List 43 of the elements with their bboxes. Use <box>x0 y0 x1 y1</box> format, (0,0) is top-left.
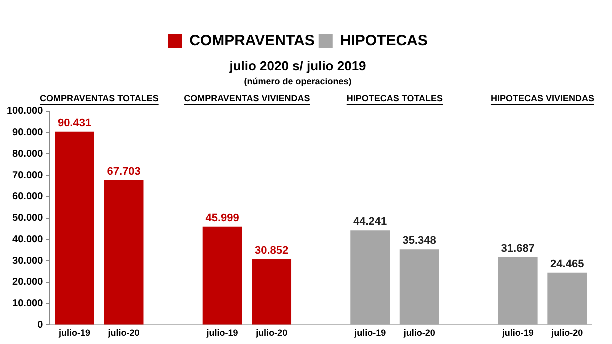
y-tick-label: 100.000 <box>6 106 44 118</box>
y-tick-label: 90.000 <box>12 128 44 139</box>
text: COMPRAVENTAS TOTALES <box>40 93 159 104</box>
y-tick-label: 0 <box>38 320 44 331</box>
data-label: 45.999 <box>206 212 240 224</box>
y-tick-label: 70.000 <box>12 170 44 182</box>
bar <box>252 259 292 325</box>
legend-label: COMPRAVENTAS <box>190 32 315 50</box>
data-label: 90.431 <box>58 117 92 130</box>
x-tick-label: julio-20 <box>107 328 140 338</box>
y-tick-label: 40.000 <box>12 234 44 246</box>
data-label: 35.348 <box>402 235 436 248</box>
text: HIPOTECAS TOTALES <box>346 93 444 104</box>
data-label: 67.703 <box>107 166 141 178</box>
bar <box>548 272 588 325</box>
text: COMPRAVENTAS VIVIENDAS <box>184 93 310 104</box>
text: HIPOTECAS VIVIENDAS <box>490 93 595 104</box>
y-tick-label: 80.000 <box>12 148 44 160</box>
y-tick-label: 60.000 <box>12 192 44 203</box>
x-tick-label: julio-20 <box>255 328 288 338</box>
y-tick-label: 10.000 <box>12 298 44 310</box>
x-tick-label: julio-20 <box>402 328 436 338</box>
x-tick-label: julio-19 <box>206 328 238 338</box>
bar <box>400 250 440 325</box>
legend-label: HIPOTECAS <box>340 32 428 50</box>
bar <box>498 257 538 325</box>
chart-title: julio 2020 s/ julio 2019 <box>228 58 366 74</box>
chart-subtitle: (número de operaciones) <box>244 76 352 86</box>
x-tick-label: julio-19 <box>501 328 534 338</box>
bar <box>202 226 242 325</box>
bar <box>55 132 94 325</box>
data-label: 44.241 <box>354 216 388 228</box>
y-tick-label: 30.000 <box>12 256 44 267</box>
data-label: 30.852 <box>254 244 289 257</box>
x-tick-label: julio-19 <box>354 328 386 338</box>
y-tick-label: 20.000 <box>12 277 44 288</box>
data-label: 31.687 <box>501 242 535 255</box>
x-tick-label: julio-19 <box>58 328 91 338</box>
bar <box>350 230 390 325</box>
y-tick-label: 50.000 <box>12 213 44 224</box>
bar <box>104 180 144 325</box>
data-label: 24.465 <box>550 258 584 270</box>
x-tick-label: julio-20 <box>550 328 584 338</box>
